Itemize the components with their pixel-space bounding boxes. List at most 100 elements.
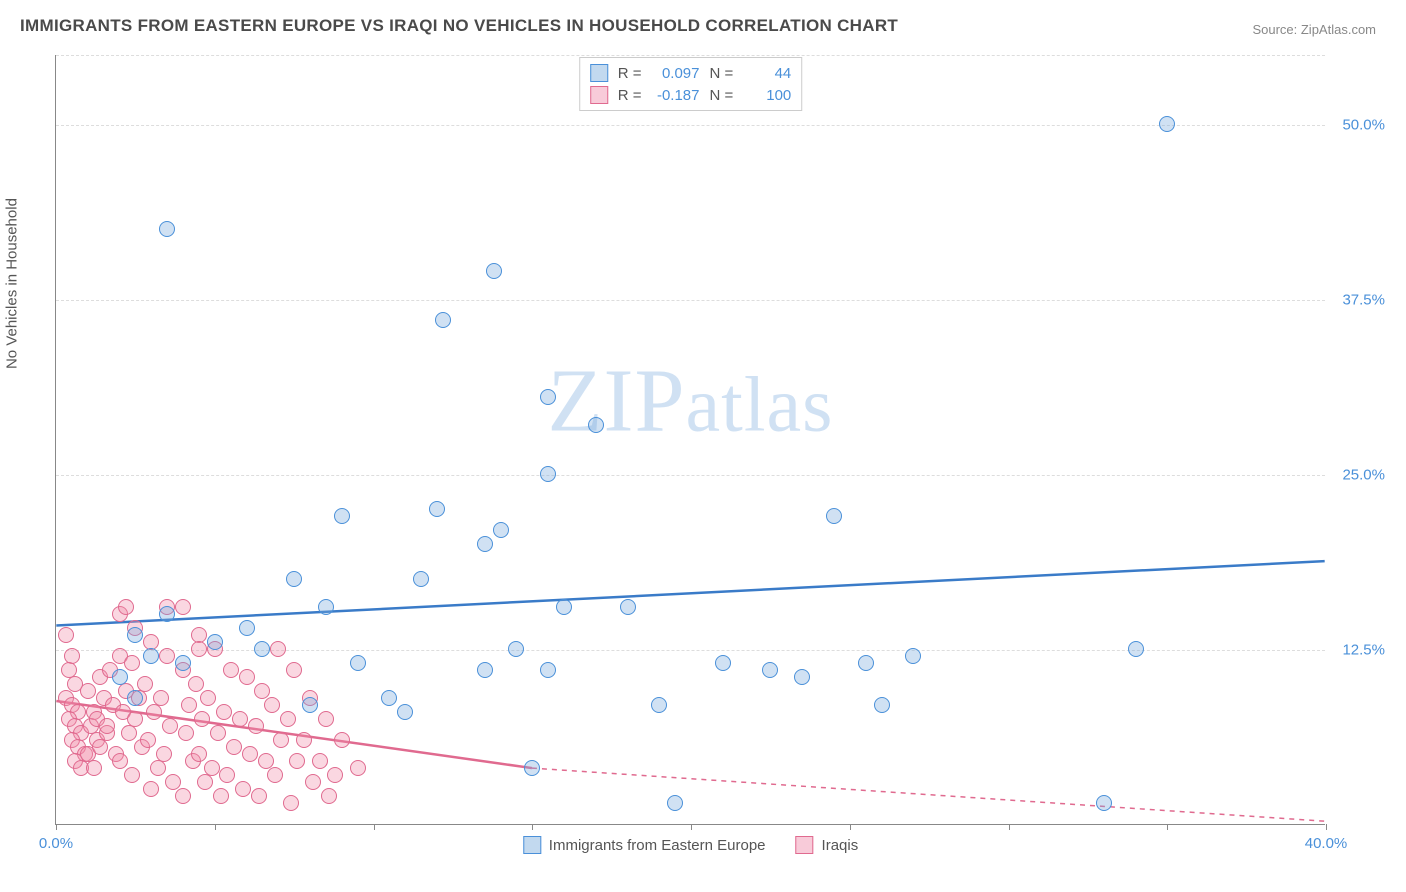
scatter-point-pink <box>112 753 128 769</box>
source-attribution: Source: ZipAtlas.com <box>1252 22 1376 37</box>
scatter-point-pink <box>216 704 232 720</box>
scatter-point-pink <box>219 767 235 783</box>
scatter-point-pink <box>334 732 350 748</box>
scatter-point-pink <box>86 760 102 776</box>
scatter-point-blue <box>207 634 223 650</box>
scatter-point-blue <box>143 648 159 664</box>
scatter-point-blue <box>794 669 810 685</box>
scatter-point-pink <box>146 704 162 720</box>
scatter-point-blue <box>175 655 191 671</box>
chart-plot-area: ZIPatlas R = 0.097 N = 44 R = -0.187 N =… <box>55 55 1325 825</box>
scatter-point-blue <box>286 571 302 587</box>
scatter-point-blue <box>540 466 556 482</box>
scatter-point-blue <box>858 655 874 671</box>
scatter-point-pink <box>137 676 153 692</box>
scatter-point-pink <box>251 788 267 804</box>
x-tick <box>1326 824 1327 830</box>
x-tick <box>1009 824 1010 830</box>
scatter-point-blue <box>127 690 143 706</box>
scatter-point-blue <box>905 648 921 664</box>
n-value-pink: 100 <box>741 87 791 104</box>
x-tick <box>1167 824 1168 830</box>
scatter-point-pink <box>118 599 134 615</box>
scatter-point-pink <box>99 718 115 734</box>
scatter-point-pink <box>200 690 216 706</box>
legend-swatch-pink <box>590 86 608 104</box>
y-tick-label: 50.0% <box>1342 117 1385 134</box>
scatter-point-pink <box>223 662 239 678</box>
scatter-point-blue <box>874 697 890 713</box>
legend-swatch-blue <box>523 836 541 854</box>
scatter-point-pink <box>318 711 334 727</box>
scatter-point-pink <box>204 760 220 776</box>
scatter-point-pink <box>321 788 337 804</box>
scatter-point-blue <box>318 599 334 615</box>
scatter-point-pink <box>296 732 312 748</box>
scatter-point-pink <box>194 711 210 727</box>
scatter-point-pink <box>213 788 229 804</box>
x-tick <box>532 824 533 830</box>
scatter-point-blue <box>1128 641 1144 657</box>
trend-line-pink-dashed <box>532 768 1325 821</box>
scatter-point-pink <box>58 627 74 643</box>
scatter-point-pink <box>283 795 299 811</box>
trend-line-blue <box>56 561 1324 625</box>
r-value-blue: 0.097 <box>650 65 700 82</box>
x-tick <box>56 824 57 830</box>
r-label: R = <box>618 87 642 104</box>
scatter-point-pink <box>156 746 172 762</box>
scatter-point-blue <box>826 508 842 524</box>
x-tick <box>215 824 216 830</box>
scatter-point-blue <box>540 389 556 405</box>
x-tick <box>374 824 375 830</box>
scatter-point-blue <box>588 417 604 433</box>
legend-label-blue: Immigrants from Eastern Europe <box>549 837 766 854</box>
r-value-pink: -0.187 <box>650 87 700 104</box>
scatter-point-pink <box>124 767 140 783</box>
scatter-point-blue <box>524 760 540 776</box>
y-tick-label: 12.5% <box>1342 642 1385 659</box>
watermark: ZIPatlas <box>548 350 834 453</box>
scatter-point-blue <box>477 536 493 552</box>
scatter-point-blue <box>239 620 255 636</box>
r-label: R = <box>618 65 642 82</box>
scatter-point-blue <box>350 655 366 671</box>
legend-row-blue: R = 0.097 N = 44 <box>590 62 792 84</box>
legend-row-pink: R = -0.187 N = 100 <box>590 84 792 106</box>
n-label: N = <box>710 87 734 104</box>
scatter-point-pink <box>175 788 191 804</box>
scatter-point-blue <box>413 571 429 587</box>
gridline <box>56 55 1325 56</box>
gridline <box>56 300 1325 301</box>
scatter-point-pink <box>239 669 255 685</box>
scatter-point-blue <box>556 599 572 615</box>
scatter-point-pink <box>289 753 305 769</box>
scatter-point-blue <box>715 655 731 671</box>
legend-series-names: Immigrants from Eastern Europe Iraqis <box>523 836 858 854</box>
scatter-point-pink <box>191 641 207 657</box>
scatter-point-pink <box>150 760 166 776</box>
scatter-point-blue <box>334 508 350 524</box>
x-tick <box>691 824 692 830</box>
legend-swatch-pink <box>796 836 814 854</box>
scatter-point-pink <box>280 711 296 727</box>
scatter-point-blue <box>486 263 502 279</box>
scatter-point-pink <box>232 711 248 727</box>
scatter-point-pink <box>235 781 251 797</box>
scatter-point-blue <box>159 221 175 237</box>
scatter-point-pink <box>305 774 321 790</box>
n-value-blue: 44 <box>741 65 791 82</box>
scatter-point-pink <box>210 725 226 741</box>
scatter-point-pink <box>267 767 283 783</box>
scatter-point-pink <box>162 718 178 734</box>
scatter-point-blue <box>667 795 683 811</box>
scatter-point-pink <box>270 641 286 657</box>
scatter-point-blue <box>397 704 413 720</box>
gridline <box>56 475 1325 476</box>
legend-item-blue: Immigrants from Eastern Europe <box>523 836 766 854</box>
x-tick-label: 40.0% <box>1305 835 1348 852</box>
scatter-point-blue <box>254 641 270 657</box>
scatter-point-blue <box>508 641 524 657</box>
scatter-point-pink <box>124 655 140 671</box>
gridline <box>56 125 1325 126</box>
